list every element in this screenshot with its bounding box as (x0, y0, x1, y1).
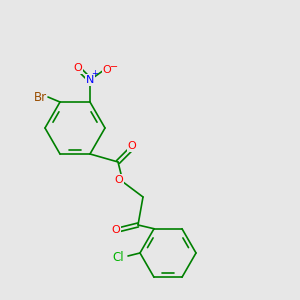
Text: −: − (110, 62, 118, 72)
Text: Cl: Cl (112, 251, 124, 265)
Text: O: O (103, 65, 111, 75)
Text: O: O (115, 175, 123, 185)
Text: N: N (86, 75, 94, 85)
Text: O: O (112, 225, 120, 235)
Text: Br: Br (33, 91, 46, 103)
Text: +: + (92, 68, 98, 77)
Text: O: O (74, 63, 82, 73)
Text: O: O (128, 141, 136, 151)
